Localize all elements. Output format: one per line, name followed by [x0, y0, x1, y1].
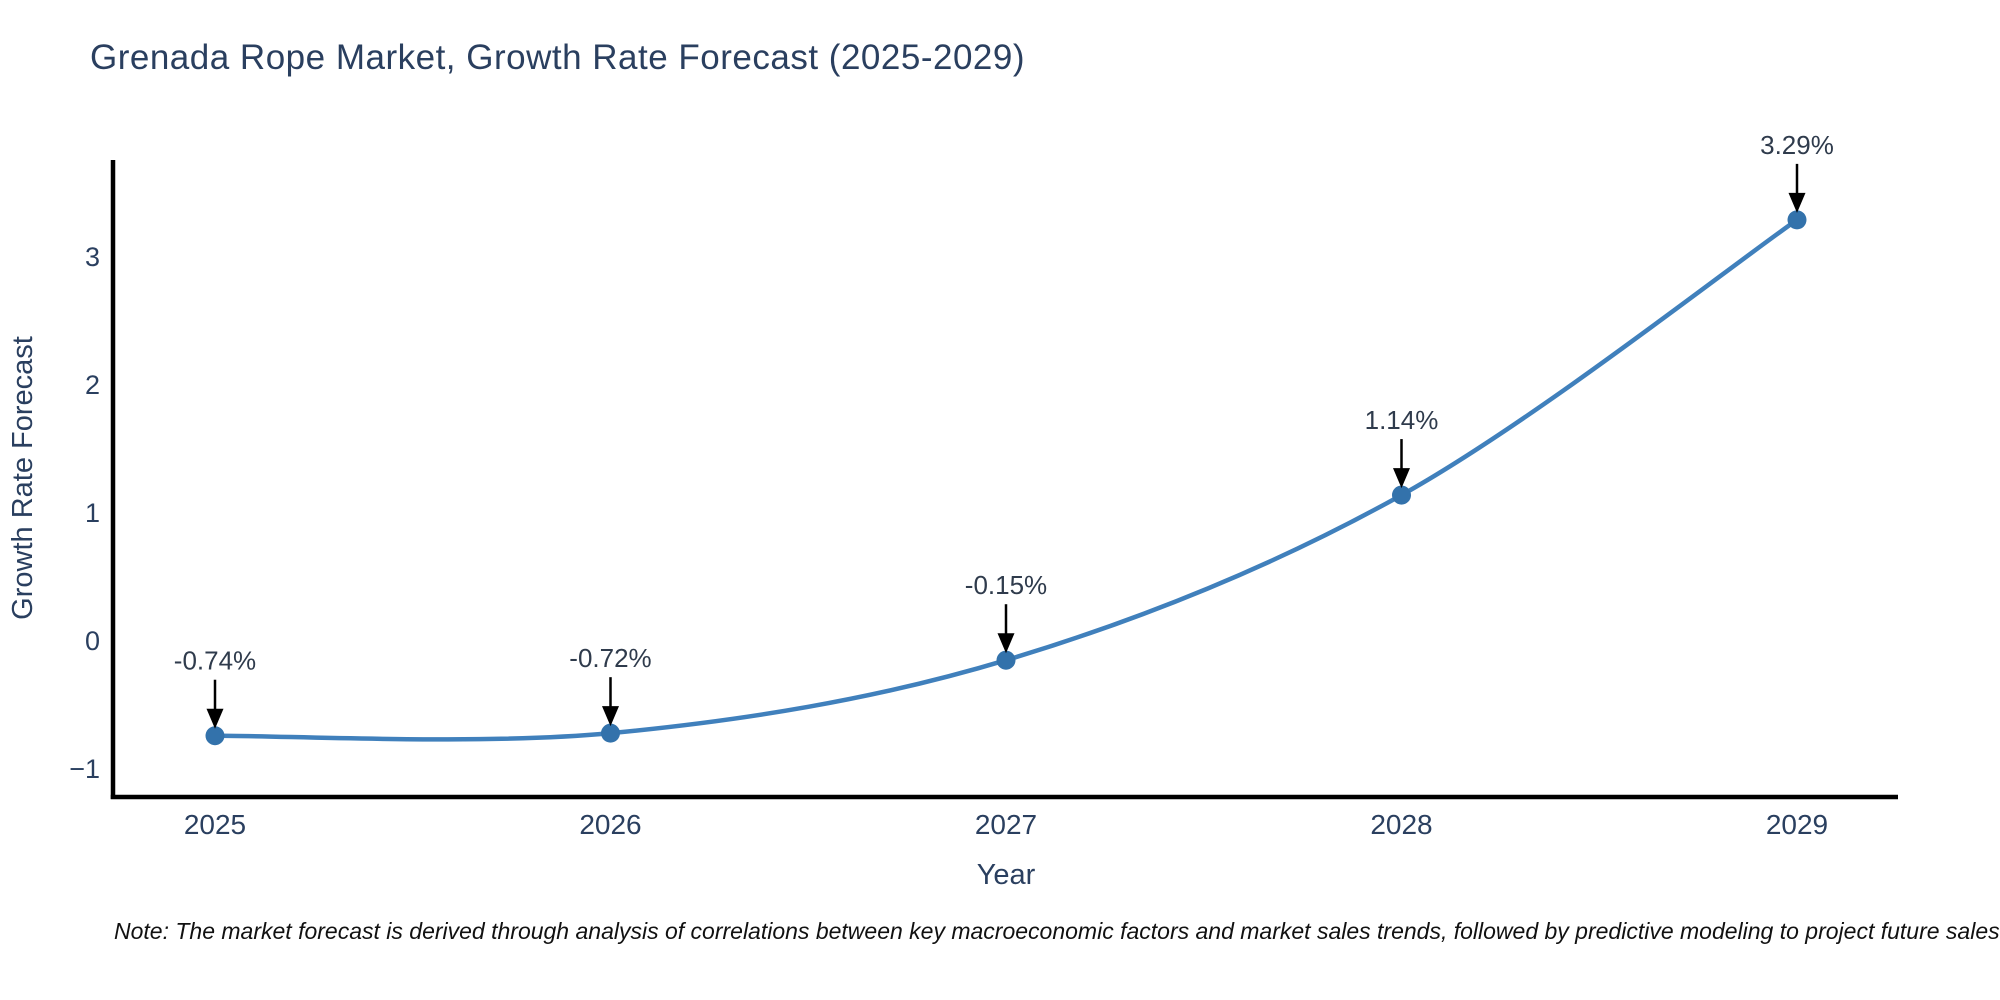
data-point-value-label: -0.74% — [174, 646, 256, 676]
x-tick-label: 2025 — [184, 809, 246, 840]
data-point-marker — [601, 723, 620, 743]
y-tick-label: 1 — [85, 498, 100, 528]
y-tick-label: −1 — [69, 754, 100, 784]
x-tick-label: 2029 — [1766, 809, 1828, 840]
footnote: Note: The market forecast is derived thr… — [114, 918, 2000, 944]
annotation-arrowhead-icon — [1393, 468, 1410, 489]
y-tick-label: 3 — [85, 242, 100, 272]
y-tick-label: 2 — [85, 370, 100, 400]
data-point-value-label: 1.14% — [1365, 405, 1439, 435]
x-axis-title: Year — [977, 859, 1036, 891]
annotation-arrowhead-icon — [602, 706, 619, 727]
y-tick-label: 0 — [85, 626, 100, 656]
data-point-marker — [1787, 210, 1807, 230]
x-tick-label: 2028 — [1370, 809, 1432, 840]
annotation-arrowhead-icon — [206, 708, 224, 729]
x-tick-label: 2026 — [579, 809, 641, 840]
chart-title: Grenada Rope Market, Growth Rate Forecas… — [90, 38, 1025, 77]
data-point-marker — [996, 650, 1016, 670]
y-axis-title: Growth Rate Forecast — [7, 336, 39, 620]
data-point-value-label: -0.15% — [965, 570, 1047, 600]
data-point-marker — [205, 726, 225, 746]
plot-area: −1 0 1 2 3 2025 2026 2027 2028 2029 Year Growth Rat… — [7, 130, 1898, 891]
annotation-arrowhead-icon — [997, 633, 1015, 654]
x-tick-label: 2027 — [975, 809, 1037, 840]
data-point-value-label: -0.72% — [569, 643, 651, 673]
data-point-value-label: 3.29% — [1760, 130, 1834, 160]
data-point-marker — [1392, 485, 1411, 505]
annotation-arrowhead-icon — [1788, 192, 1806, 213]
